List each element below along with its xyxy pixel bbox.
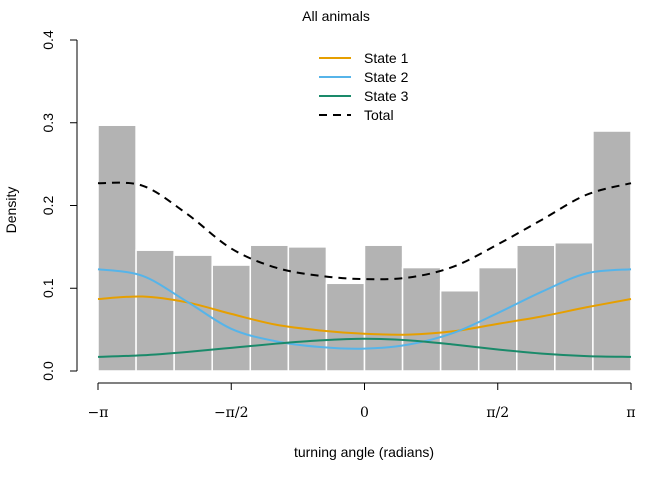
- histogram-bar: [516, 244, 556, 372]
- legend-label: State 2: [364, 69, 409, 85]
- histogram-bar: [97, 124, 137, 372]
- series-line-state-3: [97, 337, 632, 358]
- y-axis-label: Density: [3, 187, 19, 234]
- histogram-bar: [287, 246, 328, 372]
- y-tick-label: 0.1: [40, 278, 56, 298]
- y-tick-label: 0.2: [40, 196, 56, 216]
- x-tick-label: −π: [88, 405, 109, 421]
- x-tick-label: 0: [360, 405, 369, 421]
- chart-title: All animals: [302, 8, 370, 24]
- y-axis: 0.0 0.1 0.2 0.3 0.4: [40, 30, 78, 381]
- histogram-bar: [135, 249, 175, 372]
- legend-label: Total: [364, 107, 394, 123]
- x-tick-label: π: [626, 405, 635, 421]
- histogram-bar: [325, 282, 366, 372]
- legend: State 1 State 2 State 3 Total: [319, 50, 409, 123]
- y-tick-label: 0.4: [40, 30, 56, 50]
- x-axis: −π −π/2 0 π/2 π: [88, 382, 636, 421]
- histogram-bar: [363, 244, 404, 372]
- legend-label: State 1: [364, 50, 409, 66]
- y-tick-label: 0.3: [40, 113, 56, 133]
- histogram-bar: [249, 244, 290, 372]
- x-axis-label: turning angle (radians): [294, 444, 434, 460]
- density-curves: [97, 181, 632, 358]
- histogram-bar: [592, 130, 632, 372]
- y-tick-label: 0.0: [40, 361, 56, 381]
- legend-label: State 3: [364, 88, 409, 104]
- series-line-total: [97, 181, 632, 281]
- series-line-state-2: [97, 268, 632, 350]
- x-tick-label: −π/2: [214, 405, 249, 421]
- histogram-bar: [401, 266, 442, 372]
- x-tick-label: π/2: [486, 405, 509, 421]
